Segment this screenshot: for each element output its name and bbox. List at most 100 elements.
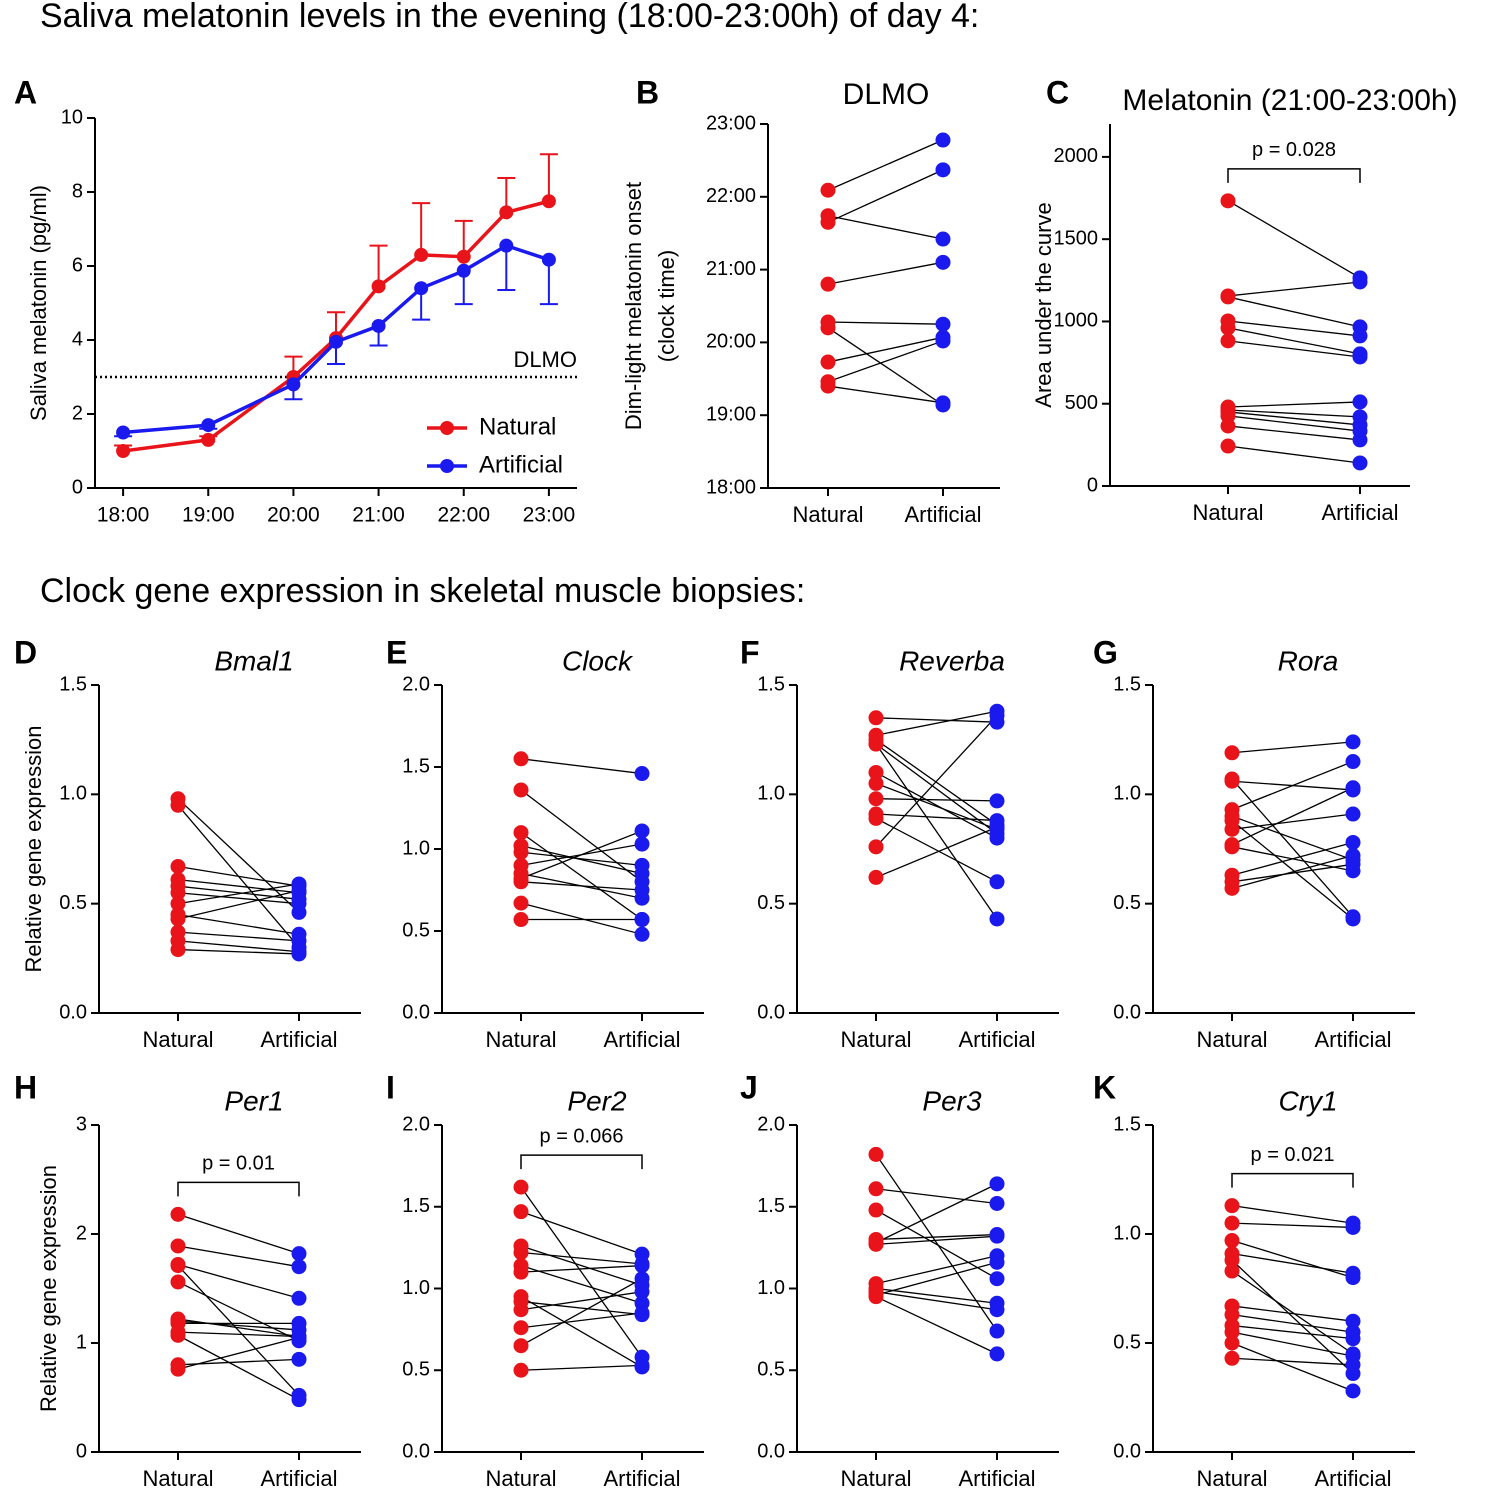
data-point (935, 162, 951, 178)
data-point (456, 263, 471, 278)
data-point (513, 1294, 529, 1310)
pair-line (1231, 1270, 1354, 1355)
data-point (201, 432, 216, 447)
p-value: p = 0.028 (1252, 139, 1336, 161)
x-tick-label: Artificial (958, 1027, 1035, 1052)
data-point (1352, 349, 1368, 365)
x-tick-label: Artificial (603, 1466, 680, 1491)
pair-line (875, 782, 998, 830)
panel-title: Per3 (922, 1085, 982, 1116)
data-point (868, 1146, 884, 1162)
y-tick-label: 1.5 (1113, 1113, 1141, 1135)
pair-line (1227, 200, 1361, 279)
legend-label: Natural (479, 413, 556, 440)
x-tick-label: Artificial (260, 1027, 337, 1052)
y-tick-label: 1.0 (402, 1277, 430, 1299)
data-point (634, 926, 650, 942)
data-point (1224, 1324, 1240, 1340)
pair-line (177, 1281, 300, 1342)
pair-line (520, 758, 643, 775)
y-axis-label: Relative gene expression (21, 725, 46, 972)
pair-line (827, 261, 944, 285)
pair-line (1231, 1305, 1354, 1322)
data-point (541, 252, 556, 267)
data-point (868, 869, 884, 885)
pair-line (520, 1264, 643, 1304)
y-tick-label: 0.5 (402, 919, 430, 941)
pair-line (875, 1261, 998, 1296)
data-point (170, 797, 186, 813)
data-point (1345, 780, 1361, 796)
data-point (868, 839, 884, 855)
panel-letter: H (14, 1069, 37, 1105)
pair-line (1231, 1205, 1354, 1224)
pair-line (520, 1251, 643, 1265)
x-tick-label: 20:00 (267, 504, 320, 527)
pair-line (177, 883, 300, 905)
x-tick-label: Natural (486, 1027, 557, 1052)
data-point (414, 281, 429, 296)
data-point (634, 836, 650, 852)
y-tick-label: 0.0 (757, 1001, 785, 1023)
data-point (170, 1274, 186, 1290)
x-tick-label: Natural (143, 1027, 214, 1052)
data-point (170, 1361, 186, 1377)
pair-line (875, 1233, 998, 1241)
panel-letter: F (740, 634, 760, 670)
data-point (634, 823, 650, 839)
data-point (291, 1392, 307, 1408)
x-tick-label: Artificial (904, 502, 981, 527)
data-point (989, 793, 1005, 809)
pair-line (177, 1331, 300, 1338)
pair-line (1231, 1314, 1354, 1333)
y-tick-label: 23:00 (706, 112, 756, 134)
pair-line (875, 1291, 998, 1311)
pair-line (827, 215, 944, 240)
data-point (513, 874, 529, 890)
pair-line (875, 710, 998, 736)
pair-line (520, 1186, 643, 1358)
pair-line (1231, 1239, 1354, 1279)
data-point (513, 1179, 529, 1195)
y-tick-label: 2 (72, 402, 83, 424)
data-point (1345, 834, 1361, 850)
data-point (513, 1338, 529, 1354)
data-point (170, 911, 186, 927)
data-point (1345, 734, 1361, 750)
pair-line (1231, 841, 1354, 876)
p-value: p = 0.066 (540, 1125, 624, 1147)
y-tick-label: 1.5 (757, 673, 785, 695)
pair-line (875, 1183, 998, 1244)
data-point (989, 1346, 1005, 1362)
data-point (291, 1290, 307, 1306)
data-point (116, 425, 131, 440)
data-point (1224, 1252, 1240, 1268)
data-point (1345, 1331, 1361, 1347)
y-tick-label: 1.5 (402, 1195, 430, 1217)
x-tick-label: Artificial (958, 1466, 1035, 1491)
pair-line (177, 865, 300, 887)
data-point (541, 194, 556, 209)
panel-title: DLMO (843, 78, 930, 111)
data-point (1352, 432, 1368, 448)
panel-letter: G (1093, 634, 1118, 670)
x-tick-label: Artificial (1321, 500, 1398, 525)
pair-line (1231, 813, 1354, 830)
y-tick-label: 10 (61, 106, 83, 128)
y-tick-label: 0.5 (1113, 892, 1141, 914)
data-point (989, 1271, 1005, 1287)
p-value: p = 0.021 (1251, 1144, 1335, 1166)
pair-line (1227, 340, 1361, 358)
data-point (1345, 1219, 1361, 1235)
y-tick-label: 0.5 (59, 892, 87, 914)
pair-line (520, 1364, 643, 1371)
pair-line (827, 321, 944, 325)
data-point (1224, 1335, 1240, 1351)
data-point (935, 254, 951, 270)
y-tick-label: 1.0 (757, 1277, 785, 1299)
panel-letter: I (386, 1069, 395, 1105)
data-point (1224, 1307, 1240, 1323)
data-point (989, 1176, 1005, 1192)
pair-line (1227, 296, 1361, 328)
x-tick-label: 22:00 (437, 504, 490, 527)
